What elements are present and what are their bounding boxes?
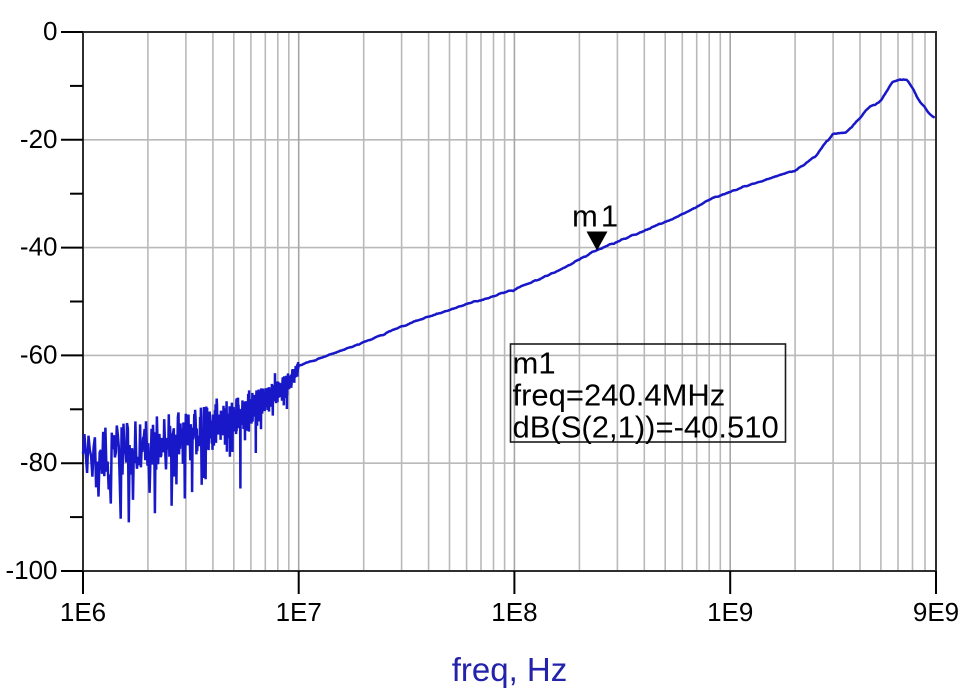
- svg-text:-80: -80: [20, 447, 58, 477]
- svg-text:9E9: 9E9: [913, 597, 959, 627]
- svg-text:dB(S(2,1))=-40.510: dB(S(2,1))=-40.510: [513, 410, 779, 445]
- svg-text:1E8: 1E8: [491, 597, 537, 627]
- svg-text:m1: m1: [572, 199, 621, 234]
- svg-text:m1: m1: [513, 346, 556, 381]
- svg-text:freq, Hz: freq, Hz: [452, 651, 568, 688]
- svg-text:1E9: 1E9: [707, 597, 753, 627]
- svg-text:-60: -60: [20, 339, 58, 369]
- svg-text:1E6: 1E6: [60, 597, 106, 627]
- svg-text:-20: -20: [20, 124, 58, 154]
- svg-text:-100: -100: [5, 555, 57, 585]
- svg-text:1E7: 1E7: [276, 597, 322, 627]
- svg-text:freq=240.4MHz: freq=240.4MHz: [513, 378, 726, 413]
- svg-text:-40: -40: [20, 232, 58, 262]
- svg-text:0: 0: [43, 16, 57, 46]
